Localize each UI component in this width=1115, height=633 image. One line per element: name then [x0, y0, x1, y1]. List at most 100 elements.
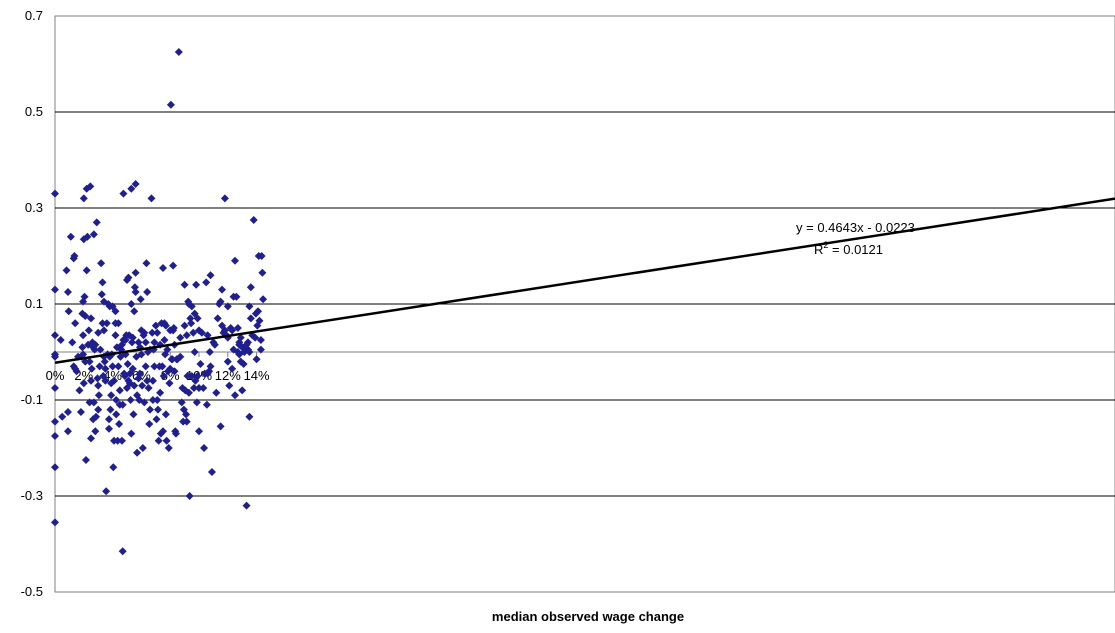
- trendline: [54, 197, 1115, 364]
- data-point: [92, 218, 101, 227]
- data-point: [228, 326, 237, 335]
- data-point: [87, 434, 95, 443]
- data-point: [257, 252, 266, 260]
- data-point: [193, 314, 202, 323]
- data-point: [79, 331, 88, 340]
- data-point: [51, 352, 59, 361]
- data-point: [81, 456, 90, 464]
- data-point: [84, 326, 93, 335]
- data-point: [91, 340, 100, 349]
- data-point: [249, 216, 258, 224]
- data-point: [140, 398, 149, 407]
- data-point: [86, 182, 95, 191]
- data-point: [98, 319, 107, 328]
- data-point: [79, 194, 88, 203]
- data-point: [51, 384, 59, 392]
- data-point: [164, 444, 173, 452]
- y-tick-label: 0.7: [25, 8, 43, 23]
- data-point: [51, 189, 59, 198]
- y-tick-label: 0.1: [25, 296, 43, 311]
- data-point: [158, 362, 167, 371]
- y-tick-label: -0.1: [21, 392, 43, 407]
- x-tick-label: 4%: [103, 368, 122, 383]
- data-point: [92, 412, 101, 421]
- data-point: [153, 396, 162, 404]
- data-point: [118, 400, 127, 409]
- data-point: [192, 398, 201, 407]
- data-point: [225, 381, 234, 390]
- data-point: [245, 348, 254, 356]
- data-point: [206, 362, 215, 371]
- data-point: [238, 386, 247, 395]
- data-point: [108, 362, 117, 371]
- y-tick-label: 0.3: [25, 200, 43, 215]
- data-point: [176, 352, 185, 361]
- data-point: [123, 360, 132, 368]
- trendline-r-squared: R2 = 0.0121: [814, 240, 883, 257]
- data-point: [51, 331, 59, 340]
- data-point: [51, 285, 59, 294]
- data-point: [223, 302, 232, 311]
- data-point: [114, 319, 123, 328]
- data-point: [112, 396, 121, 404]
- data-point: [258, 268, 267, 277]
- data-point: [187, 319, 196, 328]
- data-point: [236, 333, 245, 342]
- data-point: [169, 261, 178, 270]
- data-point: [80, 292, 89, 301]
- data-point: [135, 369, 144, 378]
- x-tick-label: 12%: [215, 368, 241, 383]
- data-point: [79, 379, 88, 388]
- y-axis-ticks: 0.7 0.5 0.3 0.1 -0.1 -0.3 -0.5: [21, 8, 43, 599]
- data-point: [190, 348, 199, 356]
- data-point: [119, 189, 128, 198]
- data-point: [63, 288, 72, 296]
- data-point: [109, 463, 118, 472]
- data-point: [137, 350, 146, 359]
- data-point: [63, 408, 72, 416]
- data-point: [232, 292, 241, 301]
- data-point: [72, 367, 81, 376]
- y-tick-label: -0.5: [21, 584, 43, 599]
- data-point: [63, 427, 72, 436]
- data-point: [235, 340, 244, 349]
- data-point: [233, 324, 242, 332]
- data-point: [128, 364, 137, 373]
- data-point: [51, 417, 59, 426]
- data-point: [105, 424, 113, 433]
- data-point: [189, 328, 198, 337]
- data-point: [147, 194, 156, 203]
- data-point: [99, 326, 108, 335]
- data-point: [156, 388, 165, 397]
- data-point: [256, 345, 265, 354]
- data-point: [82, 266, 91, 275]
- data-points: [51, 48, 268, 556]
- data-point: [153, 405, 162, 414]
- data-point: [216, 297, 225, 306]
- data-point: [183, 372, 192, 380]
- data-point: [127, 300, 136, 308]
- data-point: [251, 309, 260, 318]
- data-point: [245, 412, 254, 421]
- data-point: [131, 288, 140, 296]
- data-point: [71, 319, 80, 328]
- data-point: [170, 367, 179, 376]
- data-point: [146, 405, 155, 414]
- data-point: [51, 518, 59, 527]
- data-point: [138, 381, 147, 390]
- data-point: [81, 312, 90, 320]
- data-point: [189, 384, 198, 392]
- data-point: [187, 372, 196, 380]
- data-point: [129, 410, 138, 419]
- data-point: [161, 410, 170, 419]
- data-point: [253, 321, 262, 330]
- x-axis-title: median observed wage change: [492, 609, 684, 624]
- gridlines: [55, 111, 1115, 497]
- data-point: [100, 357, 109, 366]
- data-point: [212, 388, 221, 397]
- data-point: [245, 302, 254, 311]
- trendline-equation: y = 0.4643x - 0.0223: [796, 220, 915, 235]
- data-point: [87, 364, 96, 373]
- data-point: [182, 410, 191, 419]
